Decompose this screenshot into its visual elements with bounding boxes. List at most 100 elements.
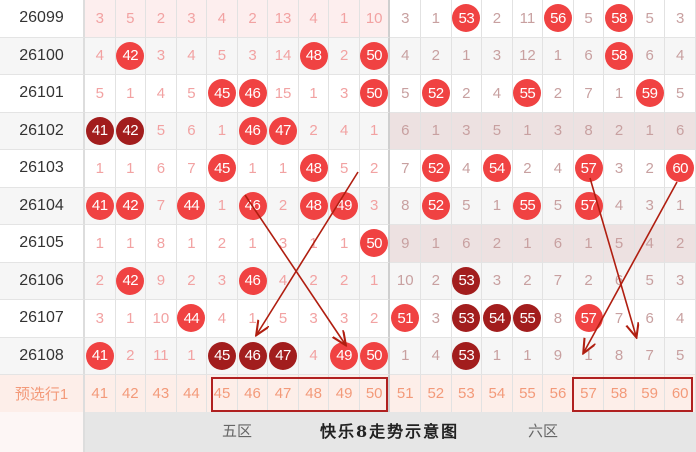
preselect-cell[interactable]: 53 (451, 375, 483, 413)
trend-cell: 49 (329, 187, 360, 225)
drawn-number-ball: 42 (116, 41, 145, 70)
trend-cell: 3 (665, 262, 696, 300)
trend-cell: 1 (573, 337, 605, 375)
trend-cell: 1 (573, 225, 605, 263)
drawn-number-ball: 50 (360, 341, 389, 370)
trend-cell: 13 (268, 0, 299, 38)
trend-cell: 4 (604, 187, 635, 225)
preselect-cell[interactable]: 41 (85, 375, 116, 413)
trend-cell: 50 (359, 37, 391, 75)
trend-cell: 44 (176, 300, 208, 338)
trend-cell: 4 (482, 75, 513, 113)
preselect-cell[interactable]: 52 (421, 375, 452, 413)
chart-footer: 五区 快乐8走势示意图 六区 (0, 412, 696, 452)
trend-cell: 1 (207, 187, 238, 225)
trend-cell: 46 (237, 112, 269, 150)
trend-cell: 58 (604, 37, 635, 75)
trend-cell: 4 (421, 337, 452, 375)
preselect-cell[interactable]: 50 (359, 375, 391, 413)
trend-cell: 4 (329, 112, 360, 150)
trend-cell: 48 (298, 150, 330, 188)
preselect-cell[interactable]: 43 (146, 375, 177, 413)
trend-cell: 2 (146, 0, 177, 38)
trend-cell: 3 (482, 37, 513, 75)
trend-cell: 3 (482, 262, 513, 300)
trend-cell: 3 (604, 150, 635, 188)
trend-cell: 51 (390, 300, 422, 338)
preselect-cell[interactable]: 48 (298, 375, 330, 413)
trend-cell: 41 (85, 337, 116, 375)
trend-cell: 6 (176, 112, 208, 150)
trend-cell: 4 (298, 337, 330, 375)
drawn-number-ball: 55 (513, 79, 542, 108)
footer-label-cell (0, 412, 85, 452)
preselect-cell[interactable]: 57 (573, 375, 605, 413)
trend-cell: 49 (329, 337, 360, 375)
trend-cell: 1 (237, 300, 269, 338)
trend-cell: 5 (482, 112, 513, 150)
trend-cell: 1 (85, 150, 116, 188)
trend-cell: 10 (146, 300, 177, 338)
trend-cell: 4 (665, 300, 696, 338)
trend-cell: 3 (421, 300, 452, 338)
trend-cell: 2 (298, 112, 330, 150)
trend-cell: 4 (451, 150, 483, 188)
trend-cell: 1 (329, 0, 360, 38)
issue-number: 26100 (0, 37, 85, 75)
table-row: 26103 1 1 6 7 45 1 1 48 5 2 7 52 4 54 2 4 57 3 2 60 (0, 150, 696, 188)
table-row: 26101 5 1 4 5 45 46 15 1 3 50 5 52 2 4 55 2 7 1 59 5 (0, 75, 696, 113)
trend-cell: 48 (298, 187, 330, 225)
drawn-number-ball: 42 (116, 266, 145, 295)
trend-cell: 4 (207, 0, 238, 38)
preselect-cell[interactable]: 44 (176, 375, 208, 413)
trend-cell: 1 (543, 37, 574, 75)
drawn-number-ball: 41 (85, 191, 114, 220)
preselect-cell[interactable]: 59 (634, 375, 666, 413)
preselect-cell[interactable]: 55 (512, 375, 544, 413)
drawn-number-ball: 47 (269, 116, 298, 145)
trend-cell: 59 (634, 75, 666, 113)
trend-cell: 1 (115, 225, 147, 263)
preselect-cell[interactable]: 60 (665, 375, 696, 413)
trend-cell: 6 (146, 150, 177, 188)
trend-cell: 1 (85, 225, 116, 263)
table-row: 26100 4 42 3 4 5 3 14 48 2 50 4 2 1 3 12 1 6 58 6 4 (0, 37, 696, 75)
trend-cell: 2 (604, 112, 635, 150)
trend-cell: 53 (451, 262, 483, 300)
trend-cell: 3 (237, 37, 269, 75)
trend-cell: 47 (268, 337, 299, 375)
trend-cell: 5 (329, 150, 360, 188)
drawn-number-ball: 57 (574, 304, 603, 333)
trend-cell: 1 (482, 187, 513, 225)
trend-cell: 5 (543, 187, 574, 225)
preselect-cell[interactable]: 47 (268, 375, 299, 413)
trend-cell: 2 (115, 337, 147, 375)
drawn-number-ball: 49 (330, 191, 359, 220)
trend-cell: 4 (207, 300, 238, 338)
trend-cell: 9 (543, 337, 574, 375)
drawn-number-ball: 52 (421, 191, 450, 220)
preselect-cell[interactable]: 51 (390, 375, 422, 413)
preselect-cell[interactable]: 54 (482, 375, 513, 413)
preselect-cell[interactable]: 49 (329, 375, 360, 413)
preselect-cell[interactable]: 42 (115, 375, 147, 413)
preselect-cell[interactable]: 58 (604, 375, 635, 413)
preselect-cell[interactable]: 45 (207, 375, 238, 413)
drawn-number-ball: 44 (177, 304, 206, 333)
issue-number: 26099 (0, 0, 85, 38)
preselect-cell[interactable]: 56 (543, 375, 574, 413)
trend-cell: 3 (329, 75, 360, 113)
trend-cell: 46 (237, 187, 269, 225)
trend-cell: 9 (390, 225, 422, 263)
trend-cell: 2 (634, 150, 666, 188)
repeat-number-ball: 47 (269, 341, 298, 370)
trend-cell: 8 (573, 112, 605, 150)
trend-cell: 4 (543, 150, 574, 188)
trend-cell: 4 (665, 37, 696, 75)
repeat-number-ball: 53 (452, 341, 481, 370)
trend-cell: 45 (207, 75, 238, 113)
trend-cell: 6 (634, 37, 666, 75)
drawn-number-ball: 48 (299, 154, 328, 183)
preselect-cell[interactable]: 46 (237, 375, 269, 413)
trend-cell: 8 (390, 187, 422, 225)
